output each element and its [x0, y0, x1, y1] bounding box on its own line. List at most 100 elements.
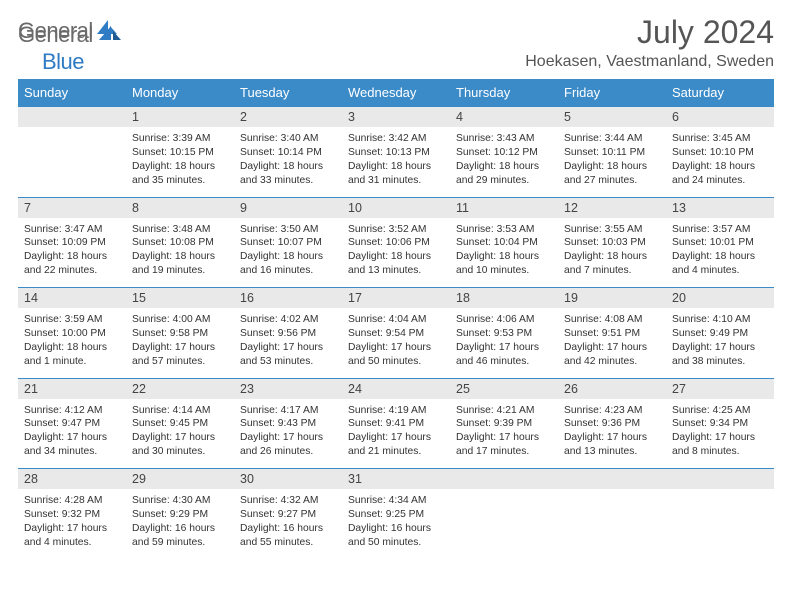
day-details: Sunrise: 4:14 AMSunset: 9:45 PMDaylight:… [132, 402, 228, 460]
sunrise-text: Sunrise: 4:21 AM [456, 404, 552, 418]
day-data-cell [558, 489, 666, 559]
day-header: Saturday [666, 79, 774, 107]
day-data-cell: Sunrise: 3:39 AMSunset: 10:15 PMDaylight… [126, 127, 234, 197]
daylight-text: Daylight: 18 hours and 4 minutes. [672, 250, 768, 278]
daylight-text: Daylight: 18 hours and 27 minutes. [564, 160, 660, 188]
day-number-cell: 19 [558, 288, 666, 309]
day-number: 7 [18, 198, 126, 218]
day-number-cell: 3 [342, 107, 450, 128]
sunset-text: Sunset: 9:27 PM [240, 508, 336, 522]
sunset-text: Sunset: 9:32 PM [24, 508, 120, 522]
day-number: 5 [558, 107, 666, 127]
day-number: 24 [342, 379, 450, 399]
day-details: Sunrise: 3:44 AMSunset: 10:11 PMDaylight… [564, 130, 660, 188]
daylight-text: Daylight: 17 hours and 4 minutes. [24, 522, 120, 550]
day-details: Sunrise: 3:53 AMSunset: 10:04 PMDaylight… [456, 221, 552, 279]
daylight-text: Daylight: 18 hours and 29 minutes. [456, 160, 552, 188]
header: General July 2024 Hoekasen, Vaestmanland… [18, 14, 774, 71]
day-data-cell: Sunrise: 4:30 AMSunset: 9:29 PMDaylight:… [126, 489, 234, 559]
day-details: Sunrise: 4:10 AMSunset: 9:49 PMDaylight:… [672, 311, 768, 369]
day-data-cell: Sunrise: 4:32 AMSunset: 9:27 PMDaylight:… [234, 489, 342, 559]
day-number: 25 [450, 379, 558, 399]
week-data-row: Sunrise: 4:12 AMSunset: 9:47 PMDaylight:… [18, 399, 774, 469]
sunset-text: Sunset: 9:58 PM [132, 327, 228, 341]
sunset-text: Sunset: 10:13 PM [348, 146, 444, 160]
sunset-text: Sunset: 9:25 PM [348, 508, 444, 522]
day-data-cell: Sunrise: 4:00 AMSunset: 9:58 PMDaylight:… [126, 308, 234, 378]
sunset-text: Sunset: 9:43 PM [240, 417, 336, 431]
day-number-cell: 23 [234, 378, 342, 399]
day-details: Sunrise: 3:52 AMSunset: 10:06 PMDaylight… [348, 221, 444, 279]
sunrise-text: Sunrise: 3:48 AM [132, 223, 228, 237]
sunrise-text: Sunrise: 4:25 AM [672, 404, 768, 418]
day-number: 3 [342, 107, 450, 127]
sunset-text: Sunset: 9:49 PM [672, 327, 768, 341]
daylight-text: Daylight: 17 hours and 21 minutes. [348, 431, 444, 459]
day-details: Sunrise: 4:08 AMSunset: 9:51 PMDaylight:… [564, 311, 660, 369]
day-header: Tuesday [234, 79, 342, 107]
sunrise-text: Sunrise: 3:59 AM [24, 313, 120, 327]
daylight-text: Daylight: 17 hours and 38 minutes. [672, 341, 768, 369]
day-details: Sunrise: 3:47 AMSunset: 10:09 PMDaylight… [24, 221, 120, 279]
day-number-cell [18, 107, 126, 128]
day-data-cell: Sunrise: 3:43 AMSunset: 10:12 PMDaylight… [450, 127, 558, 197]
daylight-text: Daylight: 18 hours and 16 minutes. [240, 250, 336, 278]
day-number: 13 [666, 198, 774, 218]
daylight-text: Daylight: 18 hours and 10 minutes. [456, 250, 552, 278]
day-number-cell: 18 [450, 288, 558, 309]
sunrise-text: Sunrise: 3:53 AM [456, 223, 552, 237]
day-number-cell: 22 [126, 378, 234, 399]
sunset-text: Sunset: 10:07 PM [240, 236, 336, 250]
week-data-row: Sunrise: 3:59 AMSunset: 10:00 PMDaylight… [18, 308, 774, 378]
day-data-cell: Sunrise: 3:40 AMSunset: 10:14 PMDaylight… [234, 127, 342, 197]
day-header: Friday [558, 79, 666, 107]
daylight-text: Daylight: 17 hours and 42 minutes. [564, 341, 660, 369]
daylight-text: Daylight: 17 hours and 34 minutes. [24, 431, 120, 459]
sunset-text: Sunset: 9:51 PM [564, 327, 660, 341]
logo-block: General Blue [18, 22, 121, 75]
sunset-text: Sunset: 9:29 PM [132, 508, 228, 522]
sunrise-text: Sunrise: 3:39 AM [132, 132, 228, 146]
day-number: 28 [18, 469, 126, 489]
daylight-text: Daylight: 18 hours and 19 minutes. [132, 250, 228, 278]
sunrise-text: Sunrise: 3:43 AM [456, 132, 552, 146]
daylight-text: Daylight: 18 hours and 1 minute. [24, 341, 120, 369]
day-details: Sunrise: 4:25 AMSunset: 9:34 PMDaylight:… [672, 402, 768, 460]
daylight-text: Daylight: 17 hours and 8 minutes. [672, 431, 768, 459]
sunset-text: Sunset: 10:06 PM [348, 236, 444, 250]
week-num-row: 28293031 [18, 469, 774, 490]
day-number-cell: 31 [342, 469, 450, 490]
day-data-cell: Sunrise: 4:21 AMSunset: 9:39 PMDaylight:… [450, 399, 558, 469]
day-number: 12 [558, 198, 666, 218]
day-details: Sunrise: 4:32 AMSunset: 9:27 PMDaylight:… [240, 492, 336, 550]
day-number-cell: 17 [342, 288, 450, 309]
daylight-text: Daylight: 17 hours and 57 minutes. [132, 341, 228, 369]
sunset-text: Sunset: 9:47 PM [24, 417, 120, 431]
day-data-cell: Sunrise: 4:08 AMSunset: 9:51 PMDaylight:… [558, 308, 666, 378]
sunset-text: Sunset: 10:00 PM [24, 327, 120, 341]
daylight-text: Daylight: 18 hours and 13 minutes. [348, 250, 444, 278]
day-header-row: Sunday Monday Tuesday Wednesday Thursday… [18, 79, 774, 107]
day-number-cell [558, 469, 666, 490]
day-number: 14 [18, 288, 126, 308]
daylight-text: Daylight: 16 hours and 55 minutes. [240, 522, 336, 550]
day-number: 30 [234, 469, 342, 489]
daylight-text: Daylight: 17 hours and 53 minutes. [240, 341, 336, 369]
sunset-text: Sunset: 9:34 PM [672, 417, 768, 431]
day-data-cell: Sunrise: 3:47 AMSunset: 10:09 PMDaylight… [18, 218, 126, 288]
daylight-text: Daylight: 18 hours and 35 minutes. [132, 160, 228, 188]
sunset-text: Sunset: 10:14 PM [240, 146, 336, 160]
day-number: 4 [450, 107, 558, 127]
sunset-text: Sunset: 9:53 PM [456, 327, 552, 341]
day-number: 20 [666, 288, 774, 308]
day-details: Sunrise: 4:28 AMSunset: 9:32 PMDaylight:… [24, 492, 120, 550]
daylight-text: Daylight: 18 hours and 24 minutes. [672, 160, 768, 188]
day-details: Sunrise: 4:12 AMSunset: 9:47 PMDaylight:… [24, 402, 120, 460]
day-data-cell: Sunrise: 3:44 AMSunset: 10:11 PMDaylight… [558, 127, 666, 197]
day-data-cell: Sunrise: 4:23 AMSunset: 9:36 PMDaylight:… [558, 399, 666, 469]
day-data-cell: Sunrise: 4:34 AMSunset: 9:25 PMDaylight:… [342, 489, 450, 559]
day-number-cell: 1 [126, 107, 234, 128]
sunrise-text: Sunrise: 4:28 AM [24, 494, 120, 508]
day-data-cell: Sunrise: 4:02 AMSunset: 9:56 PMDaylight:… [234, 308, 342, 378]
day-header: Wednesday [342, 79, 450, 107]
